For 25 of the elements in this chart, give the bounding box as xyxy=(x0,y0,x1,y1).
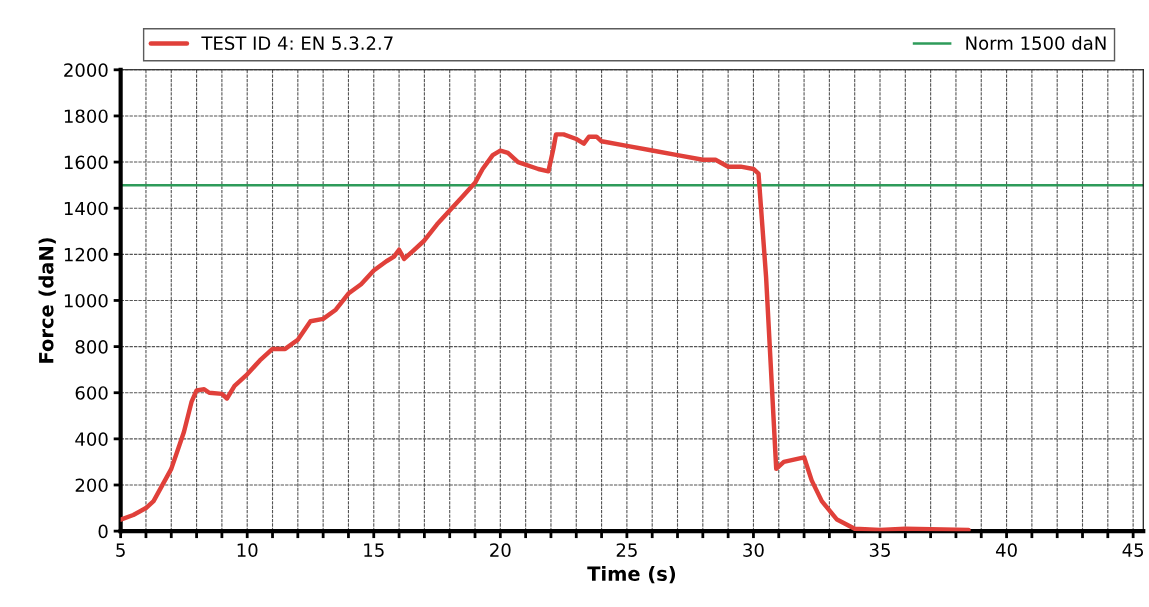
y-tick-label: 1200 xyxy=(64,247,108,262)
y-tick-label: 2000 xyxy=(64,63,108,77)
y-tick-label: 0 xyxy=(98,524,108,539)
x-tick-label: 10 xyxy=(237,543,258,557)
x-tick-label: 15 xyxy=(364,543,384,557)
x-tick-label: 20 xyxy=(490,543,511,557)
y-tick-label: 1800 xyxy=(64,109,108,124)
y-tick-label: 800 xyxy=(75,340,108,354)
legend-label: TEST ID 4: EN 5.3.2.7 xyxy=(201,36,393,50)
y-axis-title: Force (daN) xyxy=(38,238,56,363)
x-tick-label: 45 xyxy=(1122,543,1144,557)
y-tick-label: 200 xyxy=(75,478,108,493)
legend-label: Norm 1500 daN xyxy=(966,36,1106,50)
x-tick-label: 30 xyxy=(743,543,764,557)
x-tick-label: 35 xyxy=(869,543,890,557)
x-axis-title: Time (s) xyxy=(587,565,676,584)
y-tick-label: 1400 xyxy=(64,201,108,216)
y-tick-label: 1000 xyxy=(64,293,108,308)
y-tick-label: 1600 xyxy=(64,155,108,170)
x-tick-label: 5 xyxy=(116,543,125,557)
y-tick-label: 400 xyxy=(75,432,108,446)
line-series xyxy=(120,132,971,532)
x-tick-label: 25 xyxy=(616,543,637,557)
y-tick-label: 600 xyxy=(75,386,108,400)
x-tick-label: 40 xyxy=(995,543,1017,557)
